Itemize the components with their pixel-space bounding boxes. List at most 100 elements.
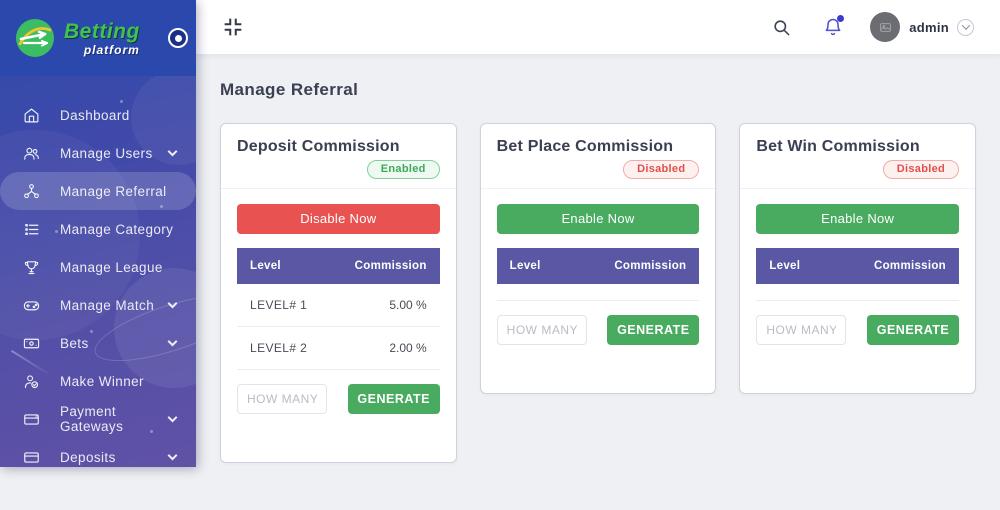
sidebar-item-make-winner[interactable]: Make Winner xyxy=(0,362,196,400)
enable-now-button[interactable]: Enable Now xyxy=(756,203,960,234)
sitemap-icon xyxy=(22,182,40,200)
generate-button[interactable]: GENERATE xyxy=(347,383,440,414)
sidebar-item-label: Manage League xyxy=(60,259,163,275)
table-row: LEVEL# 1 5.00 % xyxy=(237,284,440,327)
level-cell: LEVEL# 2 xyxy=(250,340,308,355)
column-header-level: Level xyxy=(509,259,541,272)
divider xyxy=(756,299,960,301)
card-body: Disable Now Level Commission LEVEL# 1 5.… xyxy=(221,189,456,462)
page-title: Manage Referral xyxy=(220,80,359,99)
deposit-commission-card: Deposit Commission Enabled Disable Now L… xyxy=(220,123,457,463)
table-header: Level Commission xyxy=(496,247,700,284)
sidebar-item-label: Payment Gateways xyxy=(60,404,124,434)
card-title: Bet Place Commission xyxy=(496,138,674,155)
decor-dot xyxy=(120,100,123,103)
sidebar-item-manage-referral[interactable]: Manage Referral xyxy=(0,172,196,210)
card-header: Bet Win Commission Disabled xyxy=(740,124,976,189)
commission-cell: 5.00 % xyxy=(389,297,427,312)
main-content: Manage Referral Deposit Commission Enabl… xyxy=(196,54,1000,510)
brand-name: Betting xyxy=(64,19,140,43)
sidebar-item-label: Manage Category xyxy=(60,221,174,237)
sidebar-collapse-button[interactable] xyxy=(222,16,244,38)
how-many-level-input[interactable] xyxy=(237,383,327,414)
sidebar-item-manage-league[interactable]: Manage League xyxy=(0,248,196,286)
sidebar-item-manage-users[interactable]: Manage Users xyxy=(0,134,196,172)
sidebar-item-manage-category[interactable]: Manage Category xyxy=(0,210,196,248)
sidebar-item-label: Bets xyxy=(60,335,89,351)
sidebar-item-bets[interactable]: Bets xyxy=(0,324,196,362)
how-many-level-input[interactable] xyxy=(496,314,587,345)
sidebar-nav: Dashboard Manage Users Manage Referral xyxy=(0,76,196,467)
avatar[interactable] xyxy=(870,12,901,42)
username-label[interactable]: admin xyxy=(909,19,949,35)
decor-dot xyxy=(90,330,93,333)
sidebar-item-label: Make Winner xyxy=(60,373,144,389)
sidebar-item-label: Deposits xyxy=(60,449,116,465)
brand-logo-icon xyxy=(16,19,54,57)
divider xyxy=(496,299,700,301)
card-body: Enable Now Level Commission GENERATE xyxy=(740,189,975,393)
chevron-down-icon xyxy=(167,146,178,157)
commission-cell: 2.00 % xyxy=(389,340,427,355)
generate-row: GENERATE xyxy=(496,314,700,345)
money-icon xyxy=(22,334,40,352)
trophy-icon xyxy=(22,258,40,276)
credit-card-icon xyxy=(22,448,40,466)
list-icon xyxy=(22,220,40,238)
brand-subname: platform xyxy=(83,42,140,57)
notification-badge xyxy=(837,15,845,22)
logo-band: Betting platform xyxy=(0,0,196,76)
sidebar-item-dashboard[interactable]: Dashboard xyxy=(0,96,196,134)
sidebar-item-label: Manage Referral xyxy=(60,183,167,199)
card-header: Deposit Commission Enabled xyxy=(221,124,456,189)
column-header-level: Level xyxy=(250,259,281,272)
generate-row: GENERATE xyxy=(756,314,960,345)
decor-dot xyxy=(55,230,58,233)
generate-button[interactable]: GENERATE xyxy=(867,314,960,345)
column-header-commission: Commission xyxy=(874,259,947,272)
how-many-level-input[interactable] xyxy=(756,314,847,345)
table-row: LEVEL# 2 2.00 % xyxy=(237,327,440,370)
enable-now-button[interactable]: Enable Now xyxy=(496,203,700,234)
column-header-commission: Commission xyxy=(614,259,687,272)
decor-dot xyxy=(35,415,38,418)
sidebar-item-deposits[interactable]: Deposits xyxy=(0,438,196,467)
card-title: Deposit Commission xyxy=(237,138,400,155)
notifications-bell-icon[interactable] xyxy=(820,14,846,40)
decor-dot xyxy=(160,205,163,208)
topbar-right: admin xyxy=(768,12,974,42)
sidebar-item-label: Manage Match xyxy=(60,297,155,313)
status-badge: Disabled xyxy=(623,159,700,179)
home-icon xyxy=(22,106,40,124)
sidebar-item-payment-gateways[interactable]: Payment Gateways xyxy=(0,400,196,438)
sidebar-item-manage-match[interactable]: Manage Match xyxy=(0,286,196,324)
table-header: Level Commission xyxy=(237,247,440,284)
account-menu-chevron-icon[interactable] xyxy=(957,18,974,36)
column-header-level: Level xyxy=(769,259,801,272)
sidebar-pin-toggle[interactable] xyxy=(168,28,188,48)
status-badge: Enabled xyxy=(366,159,440,179)
badge-row: Disabled xyxy=(756,159,960,179)
card-header: Bet Place Commission Disabled xyxy=(480,124,716,189)
disable-now-button[interactable]: Disable Now xyxy=(237,203,440,234)
chevron-down-icon xyxy=(167,336,178,347)
users-icon xyxy=(22,144,40,162)
sidebar: Betting platform Dashboard Manage Users xyxy=(0,0,196,467)
level-cell: LEVEL# 1 xyxy=(250,297,308,312)
generate-row: GENERATE xyxy=(237,383,440,414)
status-badge: Disabled xyxy=(882,159,960,179)
badge-row: Enabled xyxy=(237,159,440,179)
gamepad-icon xyxy=(22,296,40,314)
commission-cards: Deposit Commission Enabled Disable Now L… xyxy=(220,123,977,463)
credit-card-icon xyxy=(22,410,40,428)
topbar: admin xyxy=(196,0,1000,54)
column-header-commission: Commission xyxy=(354,259,427,272)
generate-button[interactable]: GENERATE xyxy=(607,314,700,345)
card-body: Enable Now Level Commission GENERATE xyxy=(481,189,716,393)
card-title: Bet Win Commission xyxy=(756,138,920,155)
user-check-icon xyxy=(22,372,40,390)
bet-win-commission-card: Bet Win Commission Disabled Enable Now L… xyxy=(739,123,977,394)
search-icon[interactable] xyxy=(768,14,794,40)
brand-logo-text: Betting platform xyxy=(64,21,140,56)
